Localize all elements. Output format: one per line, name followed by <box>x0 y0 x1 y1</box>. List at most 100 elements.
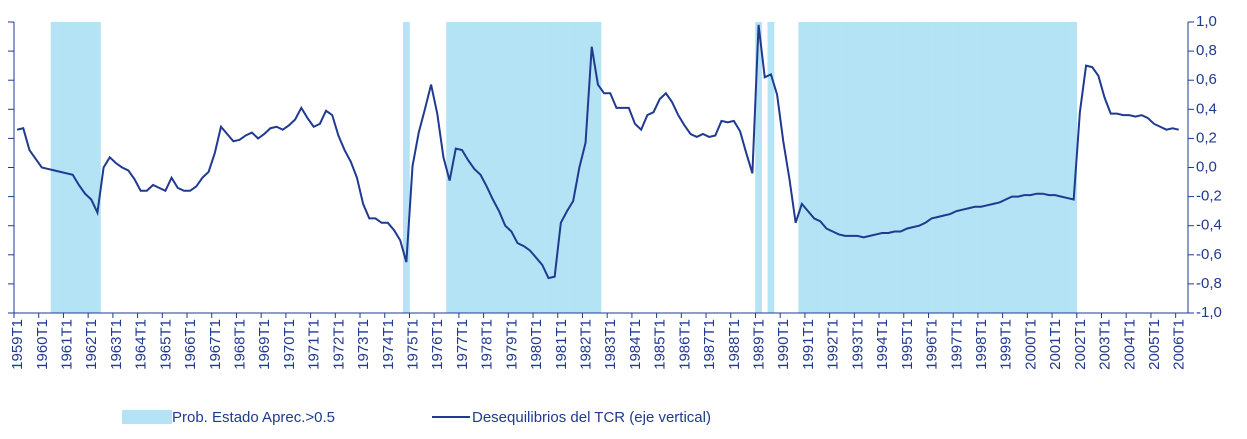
shade-bar <box>1045 22 1053 313</box>
shade-bar <box>909 22 917 313</box>
x-tick-label: 1998T1 <box>973 319 990 370</box>
x-tick-label: 1964T1 <box>133 319 150 370</box>
shade-bar <box>582 22 589 313</box>
y-tick-label: 0,2 <box>1196 129 1217 146</box>
shade-bar <box>798 22 806 313</box>
shade-bar <box>860 22 867 313</box>
x-tick-label: 1965T1 <box>157 319 174 370</box>
shade-bar <box>63 22 70 313</box>
y-tick-label: -0,6 <box>1196 246 1222 263</box>
shade-bar <box>810 22 818 313</box>
shade-bar <box>903 22 911 313</box>
data-line <box>16 24 1179 280</box>
x-tick-label: 1994T1 <box>874 319 891 370</box>
shade-bar <box>477 22 484 313</box>
shade-bar <box>514 22 521 313</box>
shade-bar <box>989 22 997 313</box>
shade-bar <box>934 22 942 313</box>
shade-bar <box>87 22 95 313</box>
shade-bar <box>94 22 101 313</box>
x-tick-label: 1974T1 <box>380 319 397 370</box>
shade-bar <box>1033 22 1041 313</box>
shade-bar <box>891 22 898 313</box>
x-tick-label: 1995T1 <box>899 319 916 370</box>
x-tick-label: 2005T1 <box>1146 319 1163 370</box>
x-tick-label: 1981T1 <box>553 319 570 370</box>
x-tick-label: 1968T1 <box>232 319 249 370</box>
shade-bar <box>50 22 58 313</box>
x-tick-label: 1973T1 <box>355 319 372 370</box>
shade-bar <box>841 22 849 313</box>
x-tick-label: 1987T1 <box>701 319 718 370</box>
shade-bar <box>1008 22 1016 313</box>
shade-bar <box>538 22 546 313</box>
shade-bar <box>557 22 565 313</box>
legend-item: Desequilibrios del TCR (eje vertical) <box>432 409 711 426</box>
x-tick-label: 1984T1 <box>627 319 644 370</box>
shade-bar <box>884 22 892 313</box>
x-tick-label: 1978T1 <box>479 319 496 370</box>
shade-bar <box>755 22 762 313</box>
y-tick-label: -0,2 <box>1196 188 1222 205</box>
y-tick-label: 0,4 <box>1196 100 1217 117</box>
shade-bar <box>464 22 472 313</box>
x-tick-label: 1966T1 <box>182 319 199 370</box>
shade-bar <box>959 22 966 313</box>
shade-bar <box>977 22 985 313</box>
x-tick-label: 1986T1 <box>676 319 693 370</box>
x-tick-label: 1992T1 <box>825 319 842 370</box>
x-tick-label: 1971T1 <box>306 319 323 370</box>
shade-bar <box>56 22 64 313</box>
shade-bar <box>1002 22 1010 313</box>
x-tick-label: 1959T1 <box>9 319 26 370</box>
shade-bar <box>835 22 843 313</box>
x-tick-label: 1960T1 <box>34 319 51 370</box>
x-tick-label: 1975T1 <box>405 319 422 370</box>
shade-bar <box>866 22 874 313</box>
x-tick-label: 1977T1 <box>454 319 471 370</box>
shade-bar <box>81 22 89 313</box>
x-tick-label: 2002T1 <box>1072 319 1089 370</box>
shade-bar <box>545 22 552 313</box>
x-tick-label: 1970T1 <box>281 319 298 370</box>
x-tick-label: 1991T1 <box>800 319 817 370</box>
legend-item: Prob. Estado Aprec.>0.5 <box>122 409 335 426</box>
shade-bar <box>952 22 960 313</box>
shade-bar <box>804 22 812 313</box>
x-tick-label: 2001T1 <box>1047 319 1064 370</box>
x-tick-label: 1961T1 <box>58 319 75 370</box>
legend-label: Desequilibrios del TCR (eje vertical) <box>472 409 711 426</box>
y-tick-label: -1,0 <box>1196 304 1222 321</box>
x-tick-label: 1969T1 <box>256 319 273 370</box>
x-tick-label: 1997T1 <box>948 319 965 370</box>
x-tick-label: 2006T1 <box>1171 319 1188 370</box>
shade-bar <box>501 22 509 313</box>
shade-bar <box>816 22 824 313</box>
shade-bar <box>996 22 1003 313</box>
shade-bar <box>1027 22 1034 313</box>
shade-bar <box>520 22 528 313</box>
y-tick-label: 0,6 <box>1196 71 1217 88</box>
x-tick-label: 1985T1 <box>652 319 669 370</box>
x-tick-label: 1967T1 <box>207 319 224 370</box>
x-tick-label: 1988T1 <box>726 319 743 370</box>
x-tick-label: 2004T1 <box>1121 319 1138 370</box>
shade-bar <box>946 22 954 313</box>
shade-bar <box>854 22 861 313</box>
shade-bar <box>1064 22 1071 313</box>
shade-bar <box>971 22 979 313</box>
shade-bar <box>569 22 577 313</box>
y-tick-label: -0,8 <box>1196 275 1222 292</box>
shade-bar <box>594 22 602 313</box>
x-tick-label: 1999T1 <box>998 319 1015 370</box>
shade-bar <box>495 22 503 313</box>
legend-label: Prob. Estado Aprec.>0.5 <box>172 409 335 426</box>
shade-bar <box>69 22 77 313</box>
y-tick-label: 1,0 <box>1196 13 1217 30</box>
shade-bar <box>1014 22 1022 313</box>
x-tick-label: 1983T1 <box>602 319 619 370</box>
shade-bar <box>872 22 880 313</box>
x-tick-label: 1979T1 <box>503 319 520 370</box>
shade-bar <box>922 22 929 313</box>
shade-bar <box>446 22 454 313</box>
